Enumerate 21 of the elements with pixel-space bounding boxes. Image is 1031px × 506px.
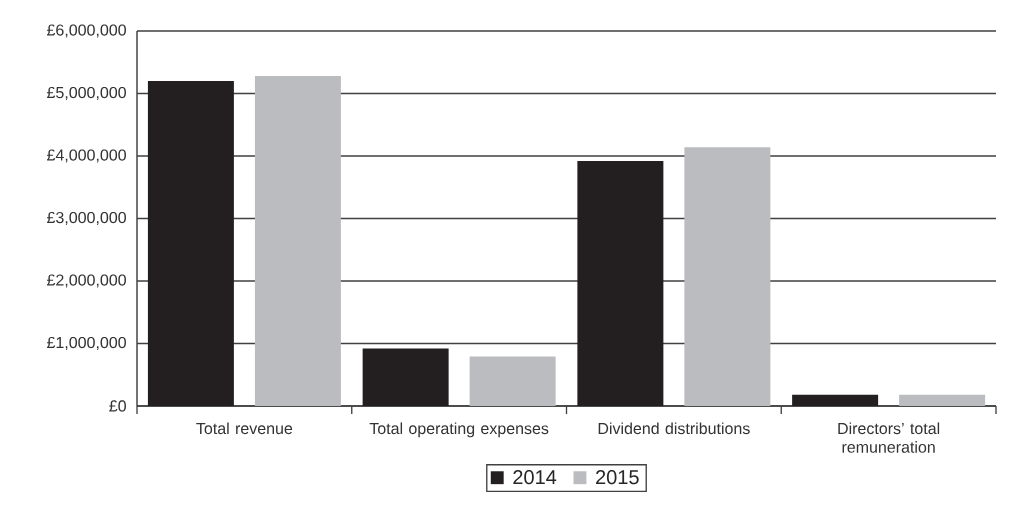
bar (899, 394, 986, 406)
x-tick-label: Dividend distributions (598, 422, 750, 435)
y-tick-label: £6,000,000 (46, 24, 126, 38)
y-tick-label: £4,000,000 (46, 149, 126, 163)
x-tick-label: Total operating expenses (369, 422, 549, 438)
x-tick-label: Directors’ total remuneration (838, 422, 940, 453)
bar (684, 147, 771, 406)
y-tick-label: £3,000,000 (46, 211, 126, 226)
legend-label: 2015 (596, 470, 639, 485)
x-tick-label: Total revenue (196, 422, 293, 435)
bar (147, 80, 234, 406)
bar (469, 356, 556, 406)
bar (577, 160, 664, 406)
bar (792, 394, 879, 406)
bar (254, 75, 341, 406)
y-tick-label: £2,000,000 (46, 274, 126, 288)
y-tick-label: £1,000,000 (46, 336, 126, 351)
y-tick-label: £0 (109, 400, 126, 412)
y-tick-label: £5,000,000 (46, 86, 126, 101)
legend-label: 2014 (513, 470, 557, 485)
bar (362, 348, 449, 406)
